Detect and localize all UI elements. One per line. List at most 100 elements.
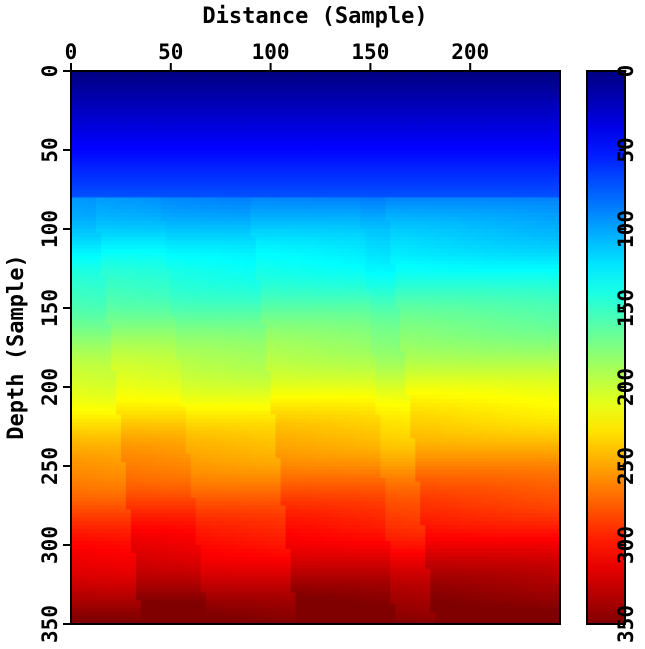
heatmap-cell <box>360 110 366 116</box>
heatmap-cell <box>85 153 92 159</box>
heatmap-cell <box>370 90 376 96</box>
heatmap-cell <box>285 256 292 262</box>
heatmap-cell <box>315 240 322 246</box>
heatmap-cell <box>160 142 167 147</box>
heatmap-cell <box>340 185 347 191</box>
heatmap-cell <box>110 232 117 238</box>
heatmap-cell <box>150 90 157 96</box>
heatmap-cell <box>295 181 302 187</box>
heatmap-cell <box>240 173 247 179</box>
heatmap-cell <box>390 161 396 167</box>
heatmap-cell <box>110 71 117 76</box>
heatmap-cell <box>230 209 237 214</box>
heatmap-cell <box>85 146 92 151</box>
heatmap-cell <box>465 217 471 222</box>
heatmap-cell <box>370 189 376 195</box>
heatmap-cell <box>250 114 257 119</box>
heatmap-cell <box>540 74 546 80</box>
heatmap-cell <box>555 197 561 202</box>
heatmap-cell <box>520 126 526 131</box>
heatmap-cell <box>535 256 541 262</box>
heatmap-cell <box>375 173 381 179</box>
heatmap-cell <box>440 185 446 191</box>
heatmap-cell <box>295 185 302 191</box>
heatmap-cell <box>80 157 87 163</box>
heatmap-cell <box>290 181 297 187</box>
heatmap-cell <box>440 181 446 187</box>
heatmap-cell <box>430 181 436 187</box>
heatmap-cell <box>190 90 197 96</box>
heatmap-cell <box>260 110 267 116</box>
heatmap-cell <box>225 146 232 151</box>
heatmap-cell <box>520 213 526 218</box>
heatmap-cell <box>170 71 177 76</box>
heatmap-cell <box>290 118 297 123</box>
heatmap-cell <box>415 146 421 151</box>
heatmap-cell <box>375 221 381 226</box>
heatmap-cell <box>150 142 157 147</box>
heatmap-cell <box>355 268 362 274</box>
heatmap-cell <box>200 236 207 242</box>
heatmap-cell <box>295 197 302 202</box>
heatmap-cell <box>475 114 481 119</box>
heatmap-cell <box>380 78 386 84</box>
heatmap-cell <box>185 102 192 108</box>
heatmap-cell <box>270 122 277 127</box>
heatmap-cell <box>300 256 307 262</box>
heatmap-cell <box>395 177 401 183</box>
heatmap-cell <box>460 205 466 210</box>
heatmap-cell <box>450 248 456 254</box>
heatmap-cell <box>155 165 162 171</box>
heatmap-cell <box>140 213 147 218</box>
heatmap-cell <box>290 240 297 246</box>
heatmap-cell <box>175 74 182 80</box>
heatmap-cell <box>385 260 391 266</box>
heatmap-cell <box>470 193 476 198</box>
heatmap-cell <box>120 90 127 96</box>
heatmap-cell <box>140 134 147 139</box>
heatmap-cell <box>90 236 97 242</box>
heatmap-cell <box>140 244 147 250</box>
heatmap-cell <box>315 110 322 116</box>
heatmap-cell <box>405 78 411 84</box>
heatmap-cell <box>80 110 87 116</box>
heatmap-cell <box>490 264 496 270</box>
heatmap-cell <box>150 157 157 163</box>
heatmap-cell <box>185 110 192 116</box>
heatmap-cell <box>195 134 202 139</box>
heatmap-cell <box>495 114 501 119</box>
heatmap-cell <box>160 146 167 151</box>
heatmap-cell <box>390 189 396 195</box>
heatmap-cell <box>550 74 556 80</box>
heatmap-cell <box>465 232 471 238</box>
heatmap-cell <box>410 110 416 116</box>
heatmap-cell <box>315 102 322 108</box>
heatmap-cell <box>140 153 147 159</box>
heatmap-cell <box>355 146 362 151</box>
heatmap-cell <box>345 185 352 191</box>
heatmap-cell <box>145 134 152 139</box>
heatmap-cell <box>300 138 307 143</box>
heatmap-cell <box>280 138 287 143</box>
heatmap-cell <box>285 232 292 238</box>
heatmap-cell <box>385 252 391 258</box>
heatmap-cell <box>95 225 102 230</box>
heatmap-cell <box>125 78 132 84</box>
heatmap-cell <box>555 78 561 84</box>
heatmap-cell <box>125 268 132 274</box>
heatmap-cell <box>140 268 147 274</box>
heatmap-cell <box>265 217 272 222</box>
heatmap-cell <box>215 146 222 151</box>
heatmap-cell <box>155 161 162 167</box>
heatmap-cell <box>480 201 486 206</box>
heatmap-cell <box>100 268 107 274</box>
heatmap-cell <box>475 185 481 191</box>
heatmap-cell <box>440 264 446 270</box>
heatmap-cell <box>445 169 451 175</box>
heatmap-cell <box>395 209 401 214</box>
heatmap-cell <box>430 193 436 198</box>
heatmap-cell <box>335 232 342 238</box>
heatmap-cell <box>245 217 252 222</box>
heatmap-cell <box>440 146 446 151</box>
heatmap-cell <box>400 240 406 246</box>
